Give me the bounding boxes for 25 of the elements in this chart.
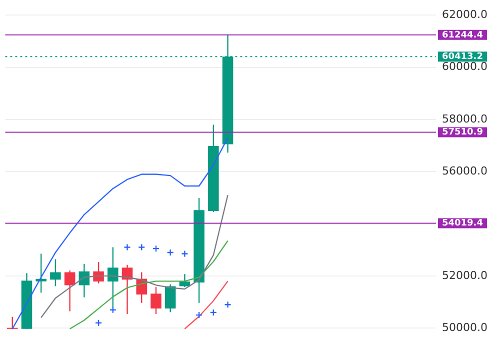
candlestick — [50, 258, 61, 287]
point — [138, 244, 146, 251]
y-tick-label: 60000.0 — [442, 60, 488, 74]
ref-line-label: 54019.4 — [442, 218, 483, 229]
y-tick-label: 50000.0 — [442, 320, 488, 334]
ref-line-label: 61244.4 — [442, 30, 483, 40]
point — [166, 248, 174, 256]
point — [195, 311, 203, 319]
y-tick-label: 58000.0 — [442, 112, 488, 126]
candlestick — [6, 316, 18, 330]
candlestick — [64, 270, 76, 312]
y-tick-label: 52000.0 — [442, 268, 488, 282]
point — [181, 250, 188, 258]
candlestick — [164, 284, 176, 313]
y-tick-label: 56000.0 — [442, 164, 488, 178]
point — [124, 244, 131, 251]
point — [109, 306, 116, 314]
y-tick-label: 62000.0 — [442, 8, 488, 22]
point — [210, 308, 218, 316]
point — [152, 244, 160, 252]
candlestick — [150, 286, 162, 315]
ref-line-label: 60413.2 — [442, 52, 483, 62]
point — [94, 319, 102, 326]
ref-line-label: 57510.9 — [442, 128, 483, 138]
point — [224, 301, 232, 308]
